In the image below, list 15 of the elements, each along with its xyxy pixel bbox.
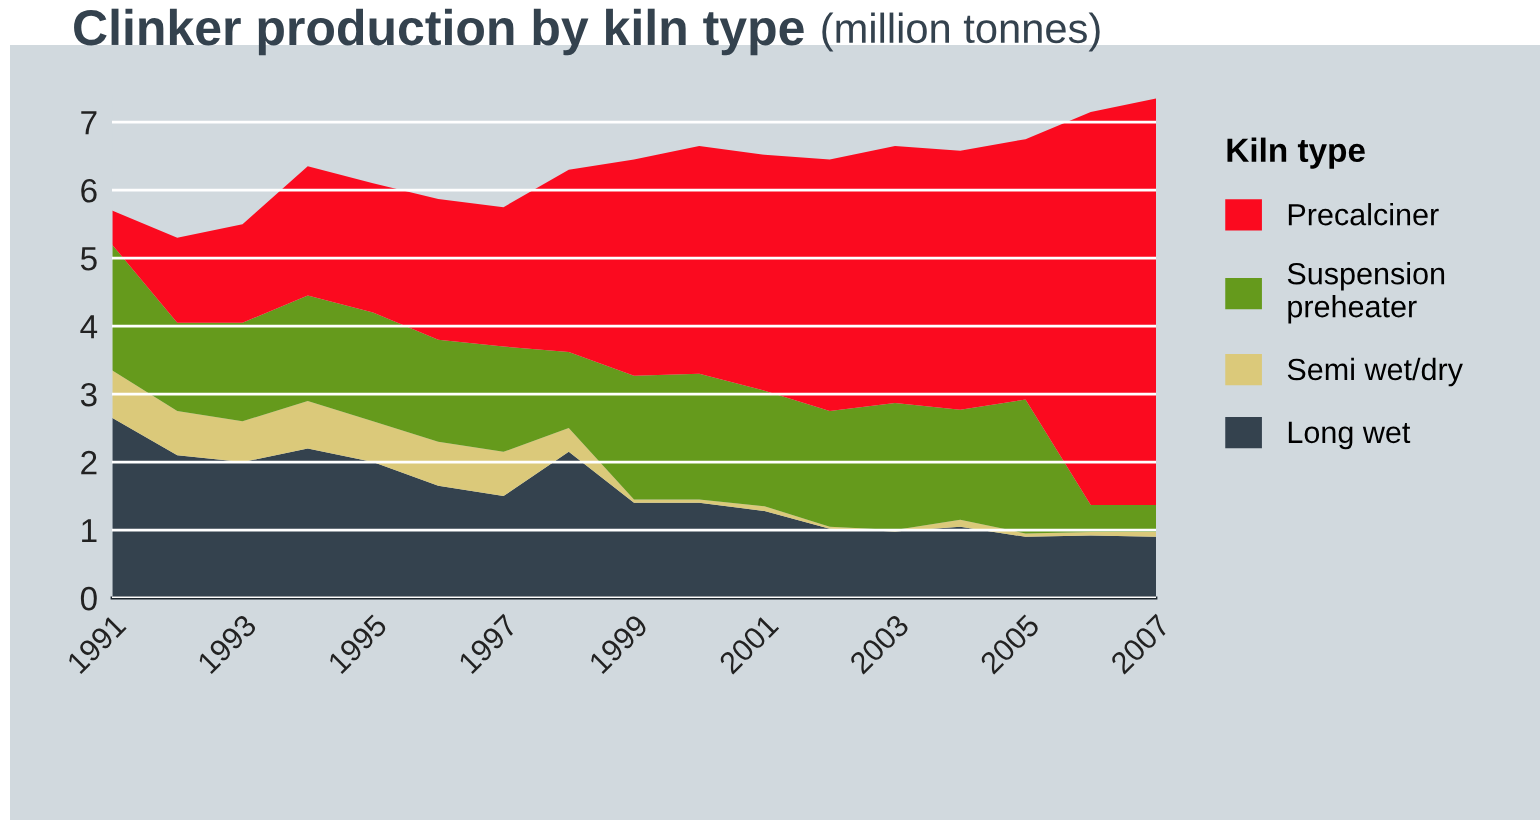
legend-label: Semi wet/dry <box>1287 357 1463 387</box>
y-tick-label: 1 <box>82 519 97 543</box>
y-tick-label: 3 <box>80 382 97 407</box>
y-tick-label: 2 <box>81 450 97 475</box>
y-tick-label: 4 <box>80 315 98 339</box>
legend-title: Kiln type <box>1227 137 1365 169</box>
y-tick-label: 6 <box>81 178 97 203</box>
y-tick-label: 7 <box>81 111 97 135</box>
chart-title: Clinker production by kiln type <box>74 8 804 56</box>
legend-label: Precalciner <box>1288 203 1439 226</box>
y-tick-label: 0 <box>80 586 97 611</box>
chart-subtitle: (million tonnes) <box>822 12 1100 52</box>
legend-label: Long wet <box>1288 421 1411 450</box>
legend-label: Suspension preheater <box>1287 262 1445 324</box>
y-tick-label: 5 <box>80 247 97 271</box>
